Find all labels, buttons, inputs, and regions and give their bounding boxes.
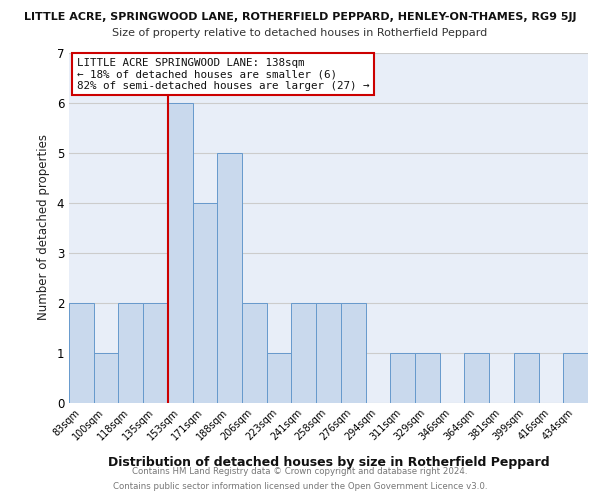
- Bar: [242, 302, 267, 402]
- Bar: [217, 152, 242, 402]
- Bar: [118, 302, 143, 402]
- Bar: [464, 352, 489, 403]
- Bar: [563, 352, 588, 403]
- Bar: [267, 352, 292, 403]
- Bar: [69, 302, 94, 402]
- Bar: [316, 302, 341, 402]
- Text: Contains HM Land Registry data © Crown copyright and database right 2024.: Contains HM Land Registry data © Crown c…: [132, 467, 468, 476]
- Text: LITTLE ACRE SPRINGWOOD LANE: 138sqm
← 18% of detached houses are smaller (6)
82%: LITTLE ACRE SPRINGWOOD LANE: 138sqm ← 18…: [77, 58, 369, 91]
- Y-axis label: Number of detached properties: Number of detached properties: [37, 134, 50, 320]
- Text: LITTLE ACRE, SPRINGWOOD LANE, ROTHERFIELD PEPPARD, HENLEY-ON-THAMES, RG9 5JJ: LITTLE ACRE, SPRINGWOOD LANE, ROTHERFIEL…: [24, 12, 576, 22]
- Bar: [341, 302, 365, 402]
- Text: Contains public sector information licensed under the Open Government Licence v3: Contains public sector information licen…: [113, 482, 487, 491]
- Bar: [168, 102, 193, 403]
- Bar: [292, 302, 316, 402]
- Bar: [415, 352, 440, 403]
- Bar: [94, 352, 118, 403]
- Bar: [193, 202, 217, 402]
- Bar: [143, 302, 168, 402]
- Bar: [390, 352, 415, 403]
- Text: Size of property relative to detached houses in Rotherfield Peppard: Size of property relative to detached ho…: [112, 28, 488, 38]
- Bar: [514, 352, 539, 403]
- X-axis label: Distribution of detached houses by size in Rotherfield Peppard: Distribution of detached houses by size …: [107, 456, 550, 469]
